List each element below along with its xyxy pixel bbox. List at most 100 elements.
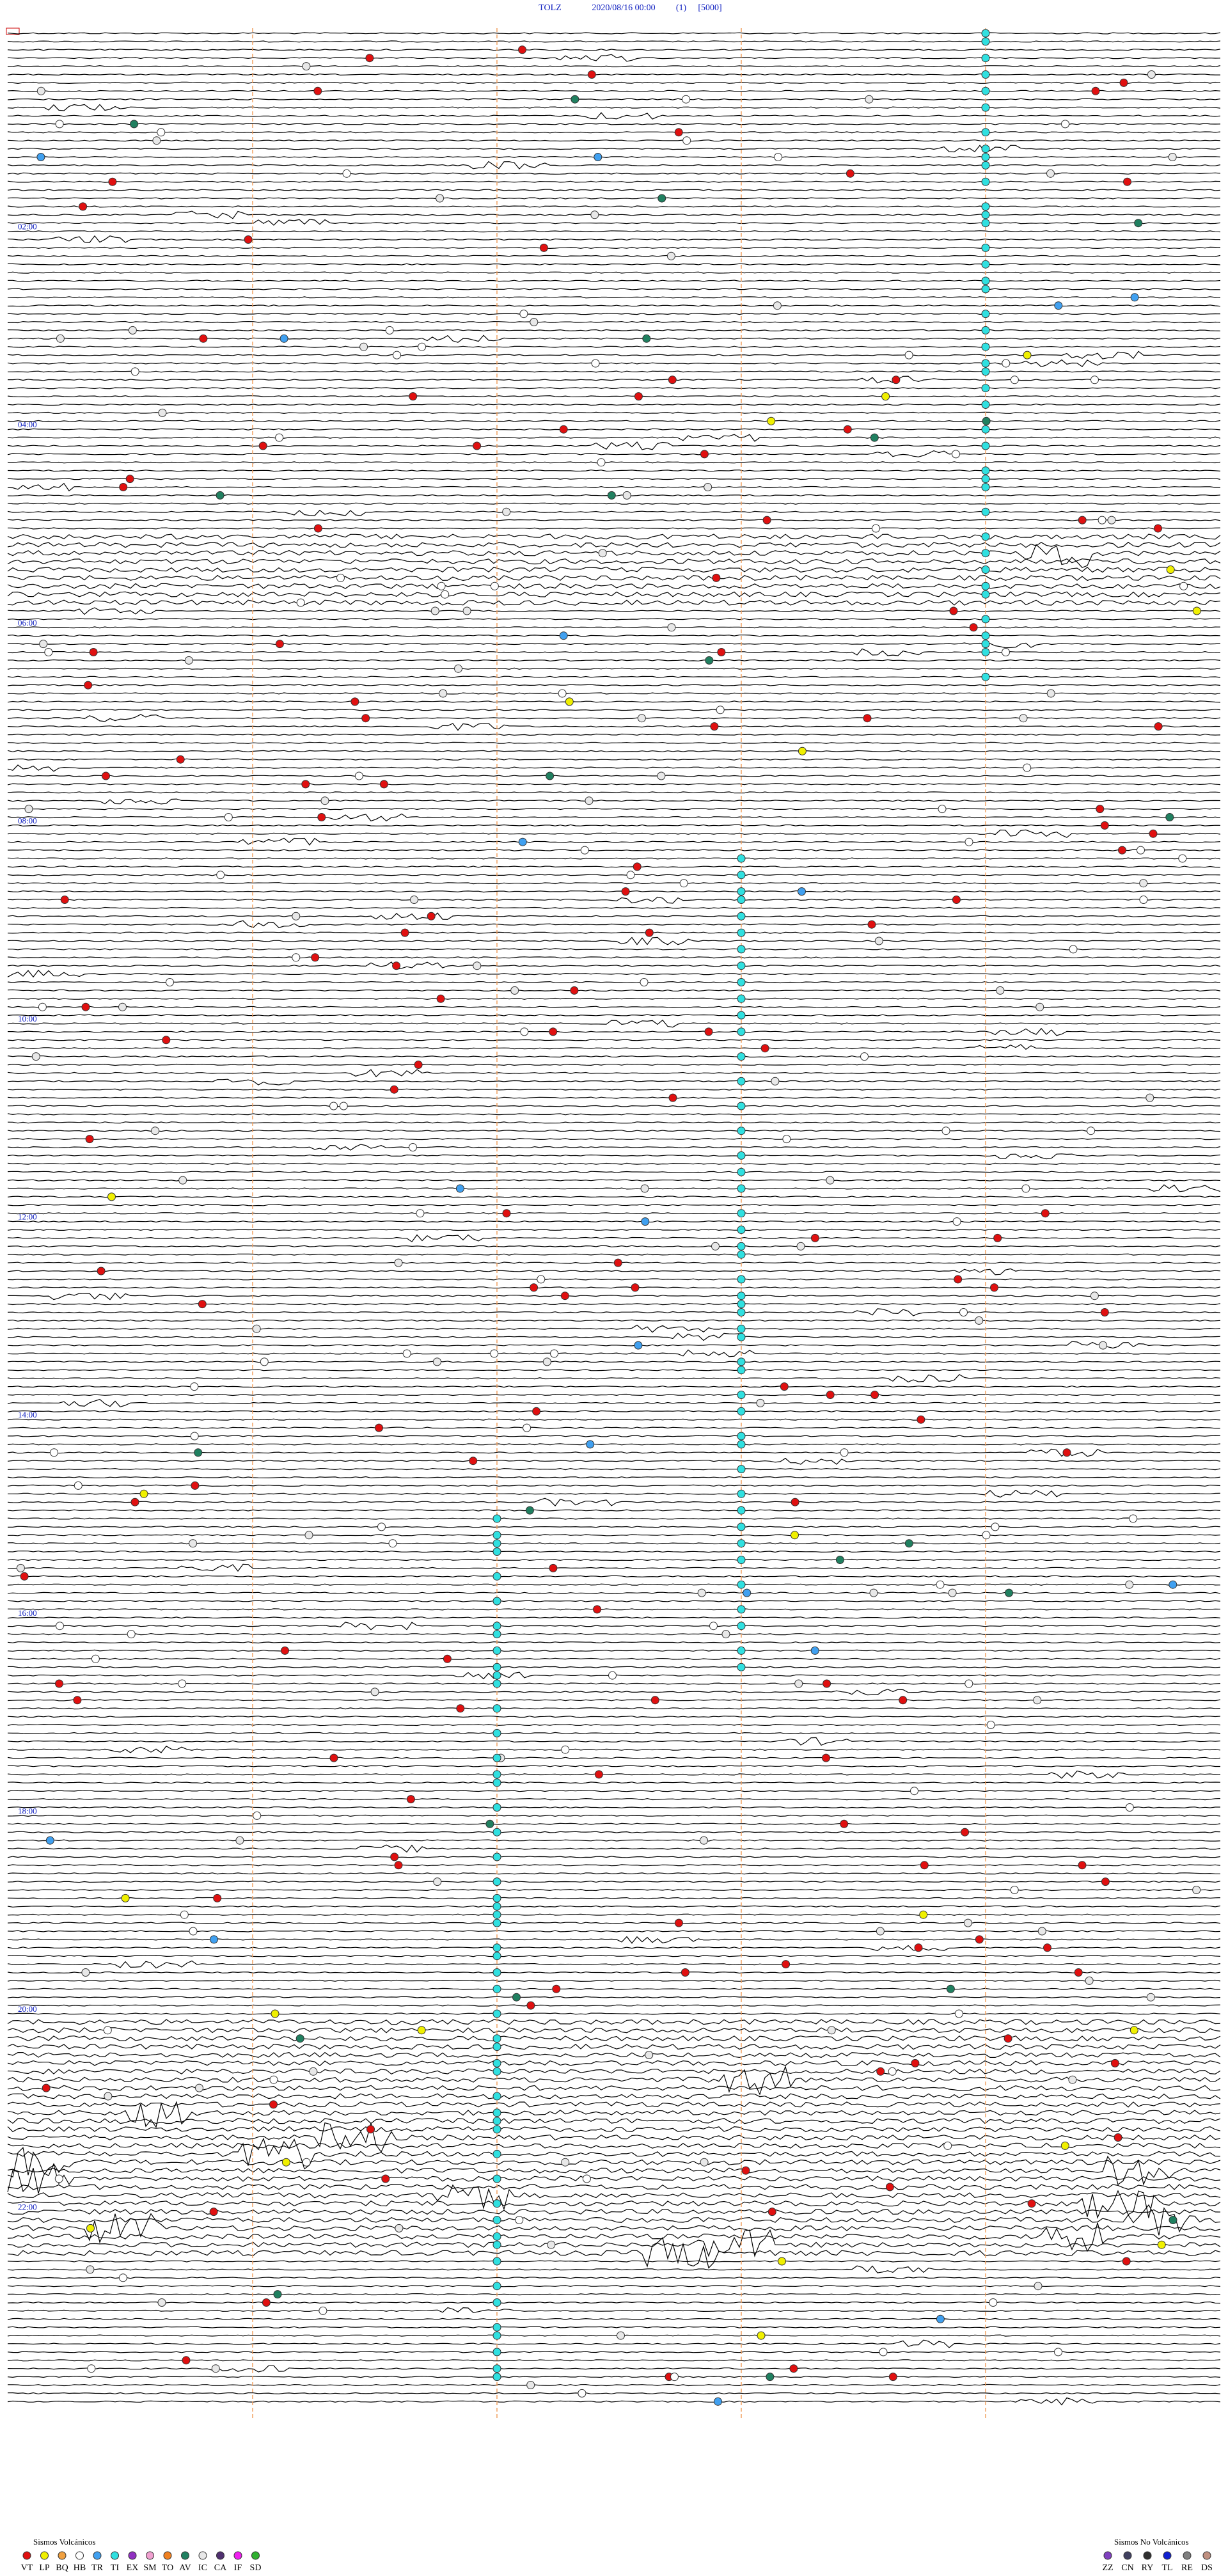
trace [7, 329, 1221, 332]
trace [7, 351, 1221, 360]
event-marker [941, 1126, 950, 1135]
trace [7, 723, 1221, 731]
event-marker [879, 2348, 888, 2357]
event-marker [737, 871, 746, 880]
event-marker [1122, 2257, 1131, 2266]
trace [7, 1822, 1221, 1825]
event-marker [598, 549, 607, 558]
event-marker [1043, 1943, 1051, 1952]
event-marker [393, 351, 401, 360]
event-marker [537, 1275, 546, 1284]
trace [7, 837, 1221, 846]
trace [7, 920, 1221, 928]
event-marker [948, 1588, 957, 1597]
event-marker [737, 1432, 746, 1441]
event-marker [469, 1457, 478, 1466]
event-marker [810, 1646, 819, 1655]
event-marker [571, 95, 579, 104]
event-marker [1078, 1861, 1087, 1870]
event-marker [262, 2298, 271, 2307]
event-marker [492, 2232, 501, 2241]
trace [7, 1278, 1221, 1281]
trace [7, 2068, 1221, 2075]
event-marker [561, 2158, 570, 2167]
trace [7, 1689, 1221, 1696]
event-marker [209, 2208, 218, 2216]
event-marker [409, 392, 418, 401]
event-marker [492, 2067, 501, 2076]
trace [7, 1622, 1221, 1631]
trace [7, 1542, 1221, 1545]
event-marker [642, 334, 651, 343]
trace [7, 1467, 1221, 1471]
event-marker [492, 1853, 501, 1861]
event-marker [640, 1184, 649, 1193]
event-marker [512, 1993, 521, 2002]
event-marker [631, 1283, 640, 1292]
trace [7, 2392, 1221, 2395]
event-marker [700, 450, 709, 459]
event-marker [1099, 1341, 1108, 1350]
event-marker [565, 697, 574, 706]
event-marker [982, 416, 991, 425]
event-marker [969, 623, 978, 632]
event-marker [737, 896, 746, 904]
trace [7, 1987, 1221, 1990]
trace [7, 2293, 1221, 2296]
event-marker [515, 2216, 524, 2224]
event-marker [885, 2183, 894, 2192]
event-marker [794, 1679, 803, 1688]
trace [7, 2004, 1221, 2007]
trace [7, 798, 1221, 805]
trace [7, 255, 1221, 257]
event-marker [91, 1654, 100, 1663]
event-marker [904, 351, 913, 360]
trace [7, 1575, 1221, 1577]
legend-marker [40, 2551, 49, 2560]
trace [7, 2339, 1221, 2348]
event-marker [668, 375, 677, 384]
event-marker [737, 1489, 746, 1498]
event-marker [981, 359, 990, 368]
event-marker [400, 928, 409, 937]
legend-marker [1183, 2551, 1192, 2560]
event-marker [981, 640, 990, 649]
event-marker [737, 1663, 746, 1671]
event-marker [526, 2001, 535, 2010]
event-marker [757, 2331, 766, 2340]
event-marker [492, 2282, 501, 2291]
hour-label: 22:00 [18, 2202, 37, 2212]
event-marker [827, 2026, 836, 2035]
event-marker [56, 334, 65, 343]
event-marker [949, 606, 958, 615]
trace [7, 2122, 1221, 2153]
trace [7, 583, 1221, 589]
event-marker [594, 1770, 603, 1779]
trace [7, 857, 1221, 860]
event-marker [682, 95, 691, 104]
trace [7, 733, 1221, 736]
event-marker [128, 326, 137, 335]
event-marker [292, 912, 301, 921]
event-marker [717, 648, 726, 656]
trace [7, 2118, 1221, 2124]
event-marker [157, 2298, 166, 2307]
legend-marker [1143, 2551, 1152, 2560]
event-marker [56, 1622, 64, 1631]
event-marker [1054, 301, 1063, 310]
event-marker [1125, 1803, 1134, 1812]
event-marker [44, 648, 53, 656]
trace [7, 1302, 1221, 1306]
legend-marker [146, 2551, 154, 2560]
hour-label: 04:00 [18, 420, 37, 429]
event-marker [587, 70, 596, 79]
event-marker [981, 260, 990, 269]
trace [7, 969, 1221, 978]
trace [7, 403, 1221, 406]
legend-label: SM [143, 2563, 157, 2573]
event-marker [54, 2174, 63, 2183]
trace [7, 1179, 1221, 1181]
event-marker [443, 1654, 452, 1663]
trace [7, 1212, 1221, 1215]
event-marker [737, 887, 746, 896]
